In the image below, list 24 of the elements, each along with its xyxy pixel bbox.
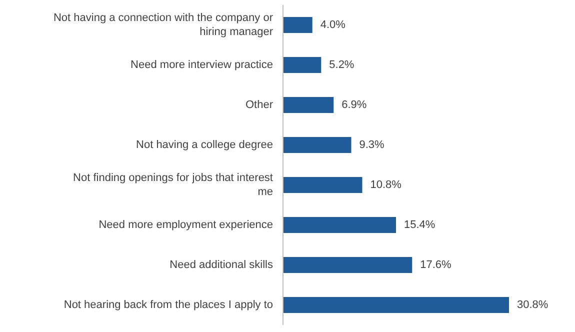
y-tick-label: Not having a college degree xyxy=(136,139,273,151)
y-tick-label: Need additional skills xyxy=(170,259,274,271)
data-label: 5.2% xyxy=(329,59,354,71)
bar xyxy=(283,297,509,313)
data-label: 17.6% xyxy=(420,259,452,271)
bar xyxy=(283,137,352,153)
y-tick-label: Not having a connection with the company or hiring manager xyxy=(53,12,274,38)
y-tick-label: Need more employment experience xyxy=(98,219,273,231)
bar xyxy=(283,217,396,233)
bar xyxy=(283,17,312,33)
y-tick-label: Need more interview practice xyxy=(130,59,273,71)
data-label: 15.4% xyxy=(404,219,436,231)
y-tick-label: Not hearing back from the places I apply to xyxy=(64,299,273,311)
data-label: 4.0% xyxy=(320,19,346,31)
data-label: 9.3% xyxy=(359,139,385,151)
y-tick-label: Other xyxy=(245,99,274,111)
bar xyxy=(283,57,322,73)
data-label: 30.8% xyxy=(517,299,548,311)
y-tick-label: Not finding openings for jobs that interest me xyxy=(73,172,273,198)
bar xyxy=(283,177,362,193)
data-label: 10.8% xyxy=(370,179,402,191)
data-label: 6.9% xyxy=(342,99,367,111)
bar xyxy=(283,97,334,113)
bar xyxy=(283,257,412,273)
